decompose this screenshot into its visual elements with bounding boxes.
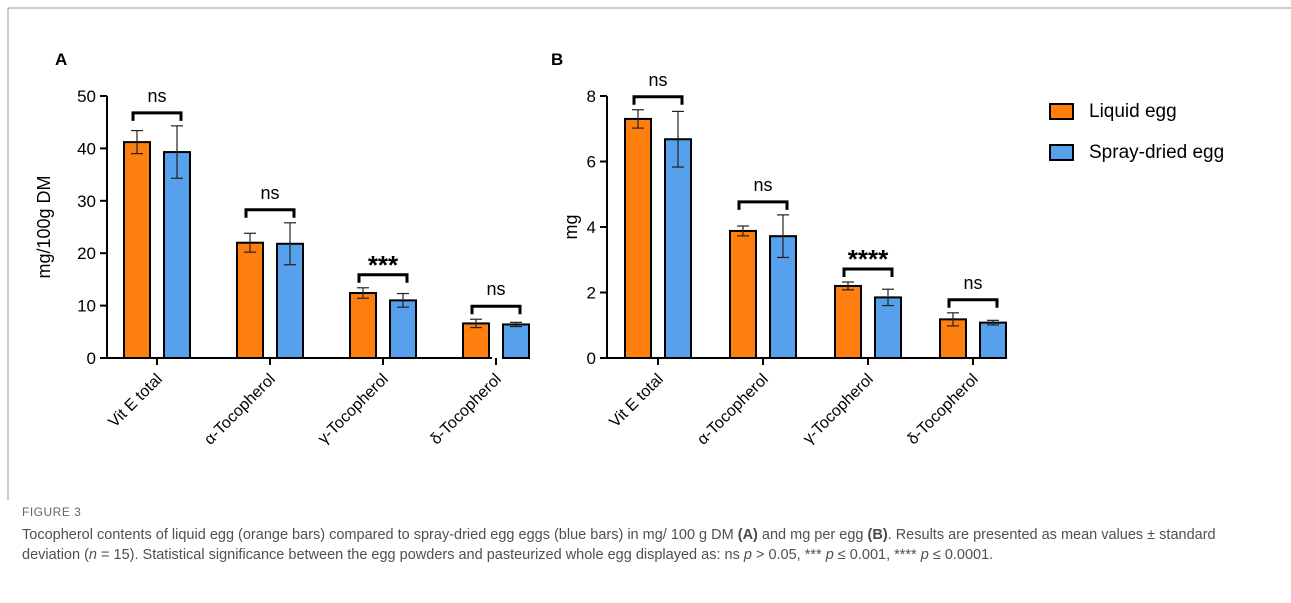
significance-bracket: [737, 200, 789, 210]
x-category-label: Vit E total: [607, 371, 667, 431]
bar-spray-dried-egg: [389, 299, 417, 359]
bar-liquid-egg: [834, 284, 862, 360]
significance-label: ns: [648, 70, 667, 90]
caption-segment: p: [825, 547, 834, 563]
significance-bracket: [244, 208, 296, 218]
panel-label: A: [55, 50, 67, 69]
x-category-label: α-Tocopherol: [694, 371, 772, 449]
y-tick-label: 2: [587, 284, 596, 303]
x-category-label: γ-Tocopherol: [800, 371, 877, 448]
figure-caption: FIGURE 3 Tocopherol contents of liquid e…: [22, 505, 1272, 565]
caption-segment: n: [88, 547, 97, 563]
x-category-label: Vit E total: [106, 371, 166, 431]
bar-spray-dried-egg: [502, 323, 530, 359]
caption-text: Tocopherol contents of liquid egg (orang…: [22, 525, 1272, 565]
significance-label: ****: [848, 244, 889, 274]
bar-spray-dried-egg: [979, 321, 1007, 360]
significance-label: ns: [147, 86, 166, 106]
panel-label: B: [551, 50, 563, 69]
bar-liquid-egg: [462, 322, 490, 359]
y-tick-label: 50: [77, 87, 96, 106]
significance-label: ns: [963, 273, 982, 293]
y-tick-label: 6: [587, 153, 596, 172]
significance-bracket: [632, 95, 684, 105]
legend-label: Spray-dried egg: [1089, 142, 1224, 163]
legend-swatch-spray-dried-egg: [1049, 144, 1074, 161]
caption-segment: ≤ 0.0001.: [928, 547, 994, 563]
significance-label: ns: [753, 175, 772, 195]
y-tick-label: 40: [77, 139, 96, 158]
x-category-label: α-Tocopherol: [201, 371, 279, 449]
caption-segment: ≤ 0.001, ****: [833, 547, 921, 563]
significance-bracket: [131, 111, 183, 121]
caption-segment: (B): [867, 527, 888, 543]
x-category-label: δ-Tocopherol: [427, 371, 504, 448]
y-tick-label: 8: [587, 87, 596, 106]
significance-label: ***: [368, 250, 399, 280]
bar-liquid-egg: [624, 117, 652, 359]
figure-label: FIGURE 3: [22, 505, 82, 519]
bar-liquid-egg: [349, 292, 377, 359]
y-axis-label: mg: [561, 214, 581, 239]
significance-label: ns: [486, 279, 505, 299]
significance-bracket: [947, 298, 999, 308]
bar-spray-dried-egg: [874, 296, 902, 360]
caption-segment: p: [920, 547, 929, 563]
legend-label: Liquid egg: [1089, 101, 1177, 122]
caption-segment: . Results are presented as mean values ±…: [22, 527, 1216, 563]
caption-segment: Tocopherol contents of liquid egg (orang…: [22, 527, 738, 543]
y-tick-label: 0: [87, 349, 96, 368]
significance-label: ns: [260, 183, 279, 203]
bar-liquid-egg: [729, 229, 757, 359]
significance-bracket: [842, 267, 894, 278]
caption-segment: and mg per egg: [757, 527, 868, 543]
bar-liquid-egg: [236, 241, 264, 359]
bar-liquid-egg: [123, 141, 151, 359]
bar-spray-dried-egg: [664, 138, 692, 359]
y-axis-label: mg/100g DM: [34, 175, 54, 278]
y-tick-label: 0: [587, 349, 596, 368]
legend-swatch-liquid-egg: [1049, 103, 1074, 120]
y-tick-label: 10: [77, 297, 96, 316]
caption-segment: p: [743, 547, 752, 563]
caption-segment: = 15). Statistical significance between …: [96, 547, 744, 563]
x-category-label: γ-Tocopherol: [315, 371, 392, 448]
bar-spray-dried-egg: [163, 151, 191, 359]
y-tick-label: 4: [587, 218, 596, 237]
caption-segment: > 0.05, ***: [751, 547, 826, 563]
x-category-label: δ-Tocopherol: [904, 371, 981, 448]
significance-bracket: [470, 304, 522, 315]
significance-bracket: [357, 273, 409, 283]
y-tick-label: 20: [77, 244, 96, 263]
caption-segment: (A): [737, 527, 758, 543]
y-tick-label: 30: [77, 192, 96, 211]
